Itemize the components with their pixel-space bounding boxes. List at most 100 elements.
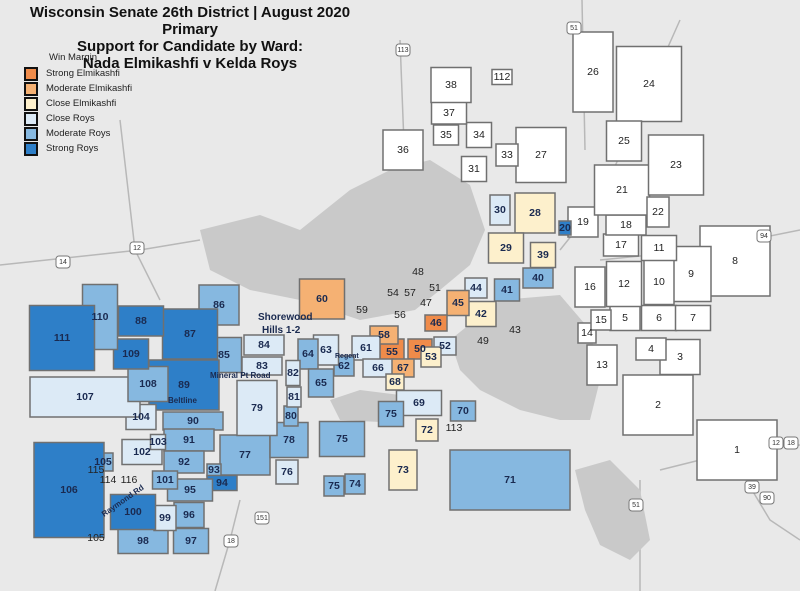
highway-151-label: 151 [256, 515, 268, 522]
ward-11-label: 11 [654, 242, 665, 254]
ward-45-area [446, 289, 470, 317]
ward-24-area [615, 45, 683, 123]
ward-44-label: 44 [470, 282, 482, 294]
ward-98-label: 98 [137, 535, 149, 547]
ward-73-label: 73 [397, 464, 409, 476]
ward-58-label: 58 [378, 329, 390, 341]
ward-36-area [382, 129, 424, 171]
ward-51-label: 51 [429, 282, 441, 294]
title-line-3: Nada Elmikashfi v Kelda Roys [82, 55, 298, 72]
street-label-mineral-pt-road: Mineral Pt Road [210, 371, 271, 380]
ward-4-label: 4 [648, 343, 654, 355]
ward-18-label: 18 [620, 219, 632, 231]
ward-42-label: 42 [475, 308, 487, 320]
highway-90-label: 90 [763, 495, 771, 502]
ward-87-label: 87 [184, 328, 196, 340]
legend-label: Close Roys [46, 113, 95, 124]
legend: Win Margin Strong Elmikashfi Moderate Elm… [24, 52, 132, 156]
ward-103-label: 103 [149, 436, 167, 448]
ward-46-label: 46 [430, 317, 442, 329]
ward-39-label: 39 [537, 249, 549, 261]
ward-70-label: 70 [457, 405, 469, 417]
ward-31-label: 31 [468, 163, 480, 175]
ward-47-label: 47 [420, 297, 432, 309]
ward-40-label: 40 [532, 272, 544, 284]
ward-7-label: 7 [690, 312, 696, 324]
ward-31-area [460, 155, 488, 183]
ward-71-label: 71 [504, 474, 516, 486]
ward-106-area [33, 441, 105, 539]
ward-44-area [464, 277, 488, 299]
ward-91-label: 91 [183, 434, 195, 446]
ward-7-area [674, 304, 712, 332]
ward-96-label: 96 [183, 509, 195, 521]
ward-98-area [117, 527, 169, 555]
highway-shield-icon [254, 511, 270, 525]
ward-72-area [415, 418, 439, 442]
ward-66-label: 66 [372, 362, 384, 374]
ward-97-area [172, 527, 210, 555]
ward-92-area [163, 450, 205, 474]
ward-63-label: 63 [320, 344, 332, 356]
ward-93-label: 93 [208, 464, 220, 476]
highway-shield-icon [566, 21, 582, 35]
ward-102-label: 102 [133, 446, 151, 458]
ward-9-area [670, 245, 712, 303]
ward-23-label: 23 [670, 159, 682, 171]
ward-2-label: 2 [655, 399, 661, 411]
ward-61-label: 61 [360, 342, 372, 354]
ward-84-area [243, 334, 285, 356]
highway-18-label: 18 [227, 538, 235, 545]
ward-14-label: 14 [581, 327, 593, 339]
ward-101-area [151, 470, 179, 490]
ward-33-area [495, 143, 519, 167]
ward-24-label: 24 [643, 78, 655, 90]
ward-5-label: 5 [622, 312, 628, 324]
ward-53-area [420, 346, 442, 368]
ward-49-label: 49 [477, 335, 489, 347]
street-label-shorewood: Shorewood [258, 312, 312, 323]
ward-104-label: 104 [132, 411, 150, 423]
ward-97-label: 97 [185, 535, 197, 547]
legend-swatch [24, 111, 38, 126]
ward-45-label: 45 [452, 297, 464, 309]
ward-71-area [449, 449, 571, 511]
ward-108-label: 108 [139, 378, 157, 390]
ward-81-label: 81 [288, 391, 300, 403]
ward-41-area [493, 278, 521, 302]
ward-109-label: 109 [122, 348, 140, 360]
highway-shield-icon [759, 491, 775, 505]
legend-swatch [24, 96, 38, 111]
legend-heading: Win Margin [49, 52, 98, 63]
ward-23-area [647, 134, 705, 196]
legend-swatch [24, 81, 38, 96]
ward-22-area [646, 196, 670, 228]
highway-shield-icon [55, 255, 71, 269]
ward-75-area [377, 400, 405, 428]
legend-item-close_r: Close Roys [24, 111, 132, 126]
street-label-regent: Regent [335, 353, 359, 360]
ward-75-area [323, 475, 345, 497]
ward-107-label: 107 [76, 391, 94, 403]
ward-82-area [285, 359, 301, 387]
map-title: Wisconsin Senate 26th District | August … [0, 4, 380, 72]
ward-113-label: 113 [446, 422, 463, 434]
ward-92-label: 92 [178, 456, 190, 468]
ward-20-area [558, 220, 572, 236]
highway-shield-icon [768, 436, 784, 450]
ward-105-label: 105 [94, 456, 112, 468]
highway-39-label: 39 [748, 484, 756, 491]
ward-77-label: 77 [239, 449, 251, 461]
ward-73-area [388, 449, 418, 491]
highway-14-label: 14 [59, 259, 67, 266]
title-line-1: Wisconsin Senate 26th District | August … [29, 4, 351, 38]
ward-84-label: 84 [258, 339, 270, 351]
ward-29-label: 29 [500, 242, 512, 254]
ward-36-label: 36 [397, 144, 409, 156]
ward-99-label: 99 [159, 512, 171, 524]
legend-swatch [24, 141, 38, 156]
legend-label: Strong Elmikashfi [46, 68, 120, 79]
ward-6-area [640, 304, 678, 332]
ward-75-area [318, 420, 366, 458]
ward-12-area [605, 260, 643, 308]
